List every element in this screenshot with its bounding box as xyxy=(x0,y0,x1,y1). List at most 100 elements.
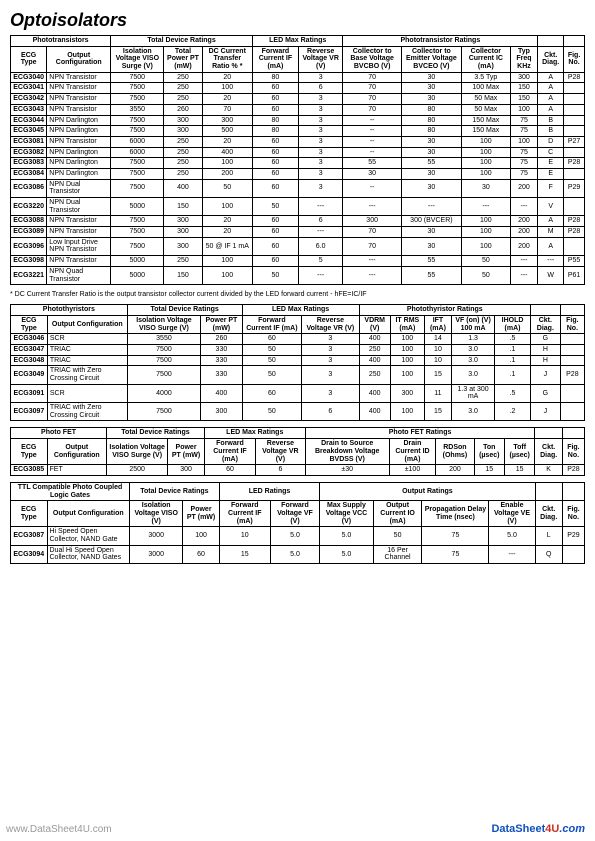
col-header: Output Configuration xyxy=(47,46,111,72)
cell: 60 xyxy=(252,168,298,179)
cell: 100 Max xyxy=(461,83,510,94)
col-header: Fig. No. xyxy=(562,439,584,465)
cell: 250 xyxy=(164,136,202,147)
cell: 7500 xyxy=(111,237,164,255)
cell: 150 Max xyxy=(461,126,510,137)
cell xyxy=(564,147,585,158)
cell: SCR xyxy=(47,334,127,345)
cell xyxy=(562,545,584,563)
table-row: ECG3220NPN Dual Transistor500015010050--… xyxy=(11,198,585,216)
cell: J xyxy=(530,403,560,421)
cell: 3 xyxy=(298,158,343,169)
cell: P28 xyxy=(564,227,585,238)
col-header: Ckt. Diag. xyxy=(538,46,564,72)
cell: 50 Max xyxy=(461,104,510,115)
group-head xyxy=(535,428,562,439)
group-head xyxy=(562,428,584,439)
cell: 400 xyxy=(359,384,390,402)
table-row: ECG3081NPN Transistor600025020603--30100… xyxy=(11,136,585,147)
cell: --- xyxy=(401,198,461,216)
cell: 3 xyxy=(298,115,343,126)
cell: 3.0 xyxy=(452,403,495,421)
cell: B xyxy=(538,115,564,126)
cell: 100 xyxy=(461,227,510,238)
cell: --- xyxy=(461,198,510,216)
cell: NPN Darlington xyxy=(47,158,111,169)
cell: 3 xyxy=(298,136,343,147)
cell: NPN Darlington xyxy=(47,115,111,126)
cell: ±30 xyxy=(305,465,389,476)
cell: 70 xyxy=(343,94,401,105)
cell: P61 xyxy=(564,266,585,284)
cell: .5 xyxy=(495,334,531,345)
cell: 80 xyxy=(252,72,298,83)
cell: 15 xyxy=(504,465,534,476)
cell: 60 xyxy=(252,158,298,169)
cell: 100 xyxy=(390,366,424,384)
cell: 100 xyxy=(390,344,424,355)
col-header: Ton (µsec) xyxy=(474,439,504,465)
cell: ±100 xyxy=(389,465,436,476)
cell: 55 xyxy=(401,256,461,267)
cell xyxy=(560,334,584,345)
cell: 100 xyxy=(510,136,538,147)
cell: 60 xyxy=(242,334,302,345)
col-header: Ckt. Diag. xyxy=(530,315,560,333)
cell: 50 xyxy=(461,266,510,284)
cell: A xyxy=(538,94,564,105)
col-header: Isolation Voltage VISO Surge (V) xyxy=(107,439,168,465)
table-row: ECG3083NPN Darlington7500250100603555510… xyxy=(11,158,585,169)
table-row: ECG3048TRIAC7500330503400100103.0.1H xyxy=(11,355,585,366)
cell: NPN Transistor xyxy=(47,227,111,238)
cell: E xyxy=(538,158,564,169)
cell: .1 xyxy=(495,355,531,366)
cell: 330 xyxy=(201,344,242,355)
cell: 150 xyxy=(510,94,538,105)
table-row: ECG3221NPN Quad Transistor500015010050--… xyxy=(11,266,585,284)
cell: 300 xyxy=(164,237,202,255)
cell: 1.3 at 300 mA xyxy=(452,384,495,402)
table-row: ECG3044NPN Darlington7500300300803--8015… xyxy=(11,115,585,126)
cell: C xyxy=(538,147,564,158)
table-row: ECG3098NPN Transistor5000250100605---555… xyxy=(11,256,585,267)
col-header: Forward Current IF (mA) xyxy=(242,315,302,333)
cell: ECG3046 xyxy=(11,334,48,345)
group-head: Total Device Ratings xyxy=(111,36,253,47)
cell: P28 xyxy=(562,465,584,476)
page-title: Optoisolators xyxy=(10,10,585,31)
cell: 7500 xyxy=(127,366,201,384)
cell: 6 xyxy=(298,83,343,94)
col-header: IHOLD (mA) xyxy=(495,315,531,333)
col-header: Reverse Voltage VR (V) xyxy=(302,315,359,333)
cell: ECG3043 xyxy=(11,104,47,115)
cell: 3 xyxy=(298,126,343,137)
cell xyxy=(560,384,584,402)
table-row: ECG3087Hi Speed Open Collector, NAND Gat… xyxy=(11,527,585,545)
cell: 7500 xyxy=(127,355,201,366)
cell: 10 xyxy=(219,527,270,545)
col-header: Max Supply Voltage VCC (V) xyxy=(320,501,373,527)
cell: 55 xyxy=(401,266,461,284)
cell: 4000 xyxy=(127,384,201,402)
cell: ECG3091 xyxy=(11,384,48,402)
cell: NPN Transistor xyxy=(47,94,111,105)
cell: 5000 xyxy=(111,266,164,284)
cell: 250 xyxy=(164,256,202,267)
cell: G xyxy=(530,384,560,402)
cell: 5.0 xyxy=(270,527,319,545)
col-header: ECG Type xyxy=(11,439,48,465)
cell: 30 xyxy=(401,237,461,255)
cell: 150 xyxy=(164,266,202,284)
cell: 250 xyxy=(164,168,202,179)
cell: --- xyxy=(538,256,564,267)
cell: TRIAC with Zero Crossing Circuit xyxy=(47,403,127,421)
cell xyxy=(564,168,585,179)
cell: 50 xyxy=(373,527,422,545)
cell: P28 xyxy=(564,72,585,83)
cell: --- xyxy=(343,256,401,267)
cell: Q xyxy=(535,545,562,563)
cell: 3000 xyxy=(130,527,183,545)
cell: TRIAC xyxy=(47,355,127,366)
cell: G xyxy=(530,334,560,345)
group-head: Output Ratings xyxy=(320,482,535,500)
